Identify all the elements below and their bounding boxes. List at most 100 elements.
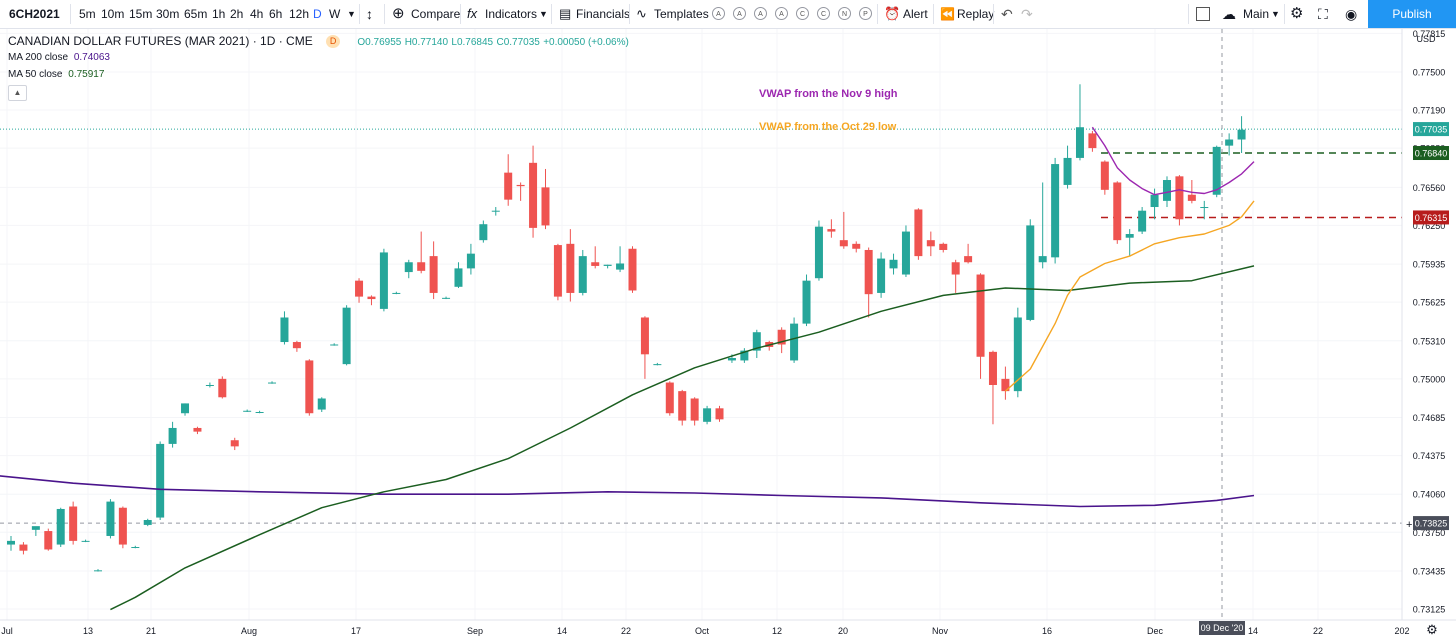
- candle-up: [889, 253, 898, 275]
- interval-15m[interactable]: 15m: [129, 7, 153, 21]
- series-title[interactable]: CANADIAN DOLLAR FUTURES (MAR 2021) · 1D …: [8, 34, 313, 48]
- interval-2h[interactable]: 2h: [230, 7, 244, 21]
- layout-chevron-down-icon[interactable]: ▼: [1271, 9, 1280, 19]
- axis-settings-gear-icon[interactable]: ⚙: [1426, 622, 1438, 637]
- replay-button[interactable]: Replay: [957, 7, 995, 21]
- indicators-fx-icon[interactable]: fx: [467, 6, 478, 21]
- template-badge[interactable]: A: [733, 7, 746, 20]
- toolbar-divider: [551, 4, 552, 24]
- interval-dropdown-chevron-icon[interactable]: ▼: [347, 9, 356, 19]
- interval-d[interactable]: D: [313, 7, 322, 21]
- candle-down: [1001, 366, 1010, 400]
- symbol-search[interactable]: 6CH2021: [9, 7, 60, 21]
- template-badge[interactable]: A: [712, 7, 725, 20]
- chart-style-candles-icon[interactable]: ↕: [366, 6, 373, 22]
- interval-30m[interactable]: 30m: [156, 7, 180, 21]
- alert-clock-icon[interactable]: ⏰: [884, 6, 901, 21]
- compare-button[interactable]: Compare: [411, 7, 461, 21]
- vwap-low-annotation[interactable]: VWAP from the Oct 29 low: [759, 121, 897, 133]
- expand-icon[interactable]: ⛶: [1318, 6, 1328, 22]
- candle-up: [143, 518, 152, 527]
- ma200-legend[interactable]: MA 200 close 0.74063: [8, 52, 110, 63]
- vwap-high-annotation[interactable]: VWAP from the Nov 9 high: [759, 88, 898, 100]
- alert-button[interactable]: Alert: [903, 7, 928, 21]
- candle-up: [1038, 182, 1047, 269]
- price-tick-label: 0.75310: [1413, 336, 1446, 346]
- candle-body: [205, 384, 214, 386]
- price-chart[interactable]: VWAP from the Nov 9 high VWAP from the O…: [0, 29, 1456, 641]
- interval-w[interactable]: W: [329, 7, 341, 21]
- price-badge-label: 0.76840: [1415, 149, 1448, 159]
- candle-body: [19, 544, 28, 551]
- candle-down: [292, 340, 301, 352]
- candle-body: [143, 520, 152, 525]
- redo-icon[interactable]: ↷: [1021, 6, 1033, 22]
- candle-body: [69, 506, 78, 541]
- indicators-button[interactable]: Indicators: [485, 7, 538, 21]
- template-badge[interactable]: N: [838, 7, 851, 20]
- settings-gear-icon[interactable]: ⚙: [1290, 5, 1304, 22]
- candle-body: [442, 297, 451, 299]
- template-badge[interactable]: C: [796, 7, 809, 20]
- publish-button[interactable]: Publish: [1368, 0, 1456, 28]
- candle-body: [1013, 317, 1022, 392]
- candle-down: [230, 437, 239, 451]
- template-badge[interactable]: C: [817, 7, 830, 20]
- candle-down: [1088, 130, 1097, 152]
- ohlc-close: C0.77035: [496, 37, 540, 48]
- toolbar-divider: [1188, 4, 1189, 24]
- interval-12h[interactable]: 12h: [289, 7, 310, 21]
- candle-body: [1113, 182, 1122, 241]
- ma50-legend[interactable]: MA 50 close 0.75917: [8, 69, 104, 80]
- fullscreen-square-icon[interactable]: [1196, 7, 1210, 21]
- price-axis[interactable]: 0.778150.775000.771900.768800.765600.762…: [1413, 29, 1446, 615]
- interval-1h[interactable]: 1h: [212, 7, 226, 21]
- candle-body: [690, 398, 699, 421]
- candle-up: [877, 252, 886, 298]
- candle-body: [429, 256, 438, 293]
- layout-name[interactable]: Main: [1243, 7, 1270, 21]
- compare-plus-icon[interactable]: ⊕: [392, 5, 405, 22]
- time-tick-label: Jul: [1, 626, 13, 636]
- ma200-value: 0.74063: [73, 52, 110, 63]
- candle-down: [355, 278, 364, 303]
- undo-icon[interactable]: ↶: [1001, 6, 1013, 22]
- candle-body: [479, 224, 488, 241]
- indicator-lines: [0, 126, 1255, 611]
- price-badge-red-level: [1413, 210, 1449, 225]
- interval-6h[interactable]: 6h: [269, 7, 283, 21]
- interval-65m[interactable]: 65m: [184, 7, 208, 21]
- template-badge[interactable]: A: [754, 7, 767, 20]
- time-tick-label: 21: [146, 626, 156, 636]
- candle-body: [292, 342, 301, 349]
- candle-body: [914, 209, 923, 257]
- candle-body: [1038, 256, 1047, 263]
- interval-10m[interactable]: 10m: [101, 7, 125, 21]
- templates-button[interactable]: Templates: [654, 7, 709, 21]
- interval-4h[interactable]: 4h: [250, 7, 264, 21]
- candle-up: [1212, 145, 1221, 198]
- template-badge[interactable]: A: [775, 7, 788, 20]
- cloud-icon[interactable]: ☁: [1222, 6, 1236, 22]
- candle-up: [392, 291, 401, 295]
- time-axis[interactable]: Jul 13 21 Aug 17 Sep 14 22 Oct 12 20 Nov 16 Dec 14 22 20…: [1, 626, 1409, 636]
- candle-down: [690, 397, 699, 426]
- interval-5m[interactable]: 5m: [79, 7, 96, 21]
- collapse-legend-chevron-icon[interactable]: ▲: [8, 85, 27, 101]
- data-delay-badge[interactable]: D: [326, 35, 341, 48]
- indicators-chevron-down-icon[interactable]: ▼: [539, 9, 548, 19]
- financials-button[interactable]: Financials: [576, 7, 631, 21]
- price-tick-label: 0.74375: [1413, 451, 1446, 461]
- candle-up: [330, 343, 339, 346]
- template-badge[interactable]: P: [859, 7, 872, 20]
- templates-icon[interactable]: ∿: [636, 6, 647, 21]
- candle-body: [976, 274, 985, 357]
- candle-body: [665, 382, 674, 414]
- candle-body: [926, 240, 935, 247]
- financials-bar-icon[interactable]: ▤: [559, 6, 572, 21]
- time-tick-label: Dec: [1147, 626, 1164, 636]
- snapshot-camera-icon[interactable]: ◉: [1345, 6, 1358, 22]
- candle-down: [628, 246, 637, 293]
- crosshair-plus-icon[interactable]: +: [1406, 519, 1412, 531]
- replay-rewind-icon[interactable]: ⏪: [940, 7, 955, 21]
